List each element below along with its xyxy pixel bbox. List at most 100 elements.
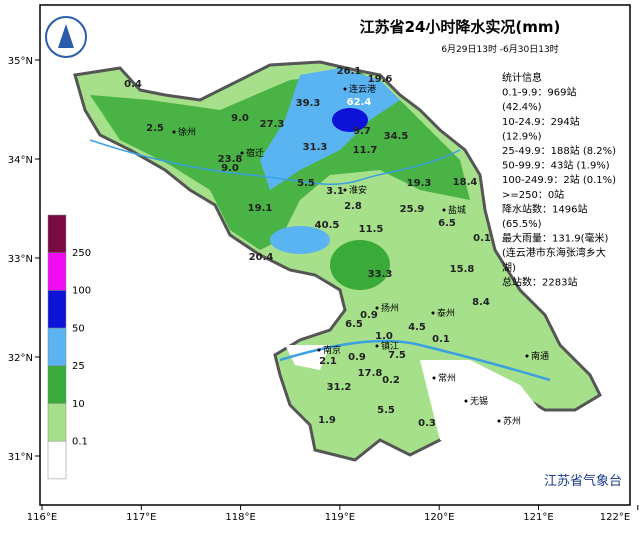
city-dot: [431, 311, 435, 315]
legend-label: 50: [72, 323, 85, 334]
city-dot: [343, 188, 347, 192]
stat-line: >=250：0站: [502, 188, 564, 201]
station-value: 6.5: [345, 319, 363, 330]
station-value: 11.5: [359, 224, 384, 235]
station-value: 0.9: [360, 310, 378, 321]
title: 江苏省24小时降水实况(mm): [360, 18, 561, 36]
station-value: 4.5: [408, 322, 426, 333]
station-value: 0.3: [418, 418, 436, 429]
city-name: 连云港: [349, 83, 376, 95]
lon-label: 118°E: [225, 512, 255, 523]
city-name: 扬州: [381, 302, 399, 314]
legend-swatch: [47, 403, 67, 442]
station-value: 9.7: [353, 126, 371, 137]
city-dot: [525, 354, 529, 358]
lat-label: 31°N: [8, 452, 33, 463]
stat-line: 统计信息: [502, 71, 542, 84]
station-value: 23.8: [218, 154, 243, 165]
city-name: 无锡: [470, 396, 488, 407]
layer: 116°E 117°E 118°E 119°E 120°E 121°E 122°E 35°N 3…: [8, 56, 639, 523]
city-dot: [240, 151, 244, 155]
city-name: 南京: [323, 344, 341, 356]
station-value: 62.4: [347, 97, 372, 108]
legend-swatch: [47, 214, 67, 253]
station-value: 19.3: [407, 178, 432, 189]
lon-label: 117°E: [126, 512, 156, 523]
city-name: 徐州: [178, 126, 196, 138]
lon-label: 122°E: [600, 512, 630, 523]
station-value: 15.8: [450, 264, 475, 275]
station-value: 33.3: [368, 269, 393, 280]
province: [73, 60, 602, 462]
station-value: 0.9: [348, 352, 366, 363]
city-name: 淮安: [349, 184, 367, 196]
station-value: 17.8: [358, 368, 383, 379]
city-dot: [343, 87, 347, 91]
stat-line: (42.4%): [502, 102, 542, 113]
stat-line: (12.9%): [502, 131, 542, 142]
station-value: 9.0: [231, 113, 249, 124]
station-value: 6.5: [438, 218, 456, 229]
station-value: 9.0: [221, 163, 239, 174]
legend-label: 250: [72, 248, 91, 259]
city-dot: [464, 399, 468, 403]
station-value: 39.3: [296, 98, 321, 109]
lon-label: 119°E: [325, 512, 355, 523]
station-value: 34.5: [384, 131, 409, 142]
lon-label: 120°E: [424, 512, 454, 523]
legend-swatch: [47, 365, 67, 404]
station-value: 2.8: [344, 201, 362, 212]
lat-label: 34°N: [8, 155, 33, 166]
station-value: 19.6: [368, 74, 393, 85]
stat-line: 100-249.9：2站 (0.1%): [502, 173, 616, 186]
city-name: 泰州: [437, 307, 455, 319]
station-value: 18.4: [453, 177, 478, 188]
station-value: 2.1: [319, 356, 337, 367]
lat-label: 35°N: [8, 56, 33, 67]
stat-line: 湖): [502, 262, 516, 274]
legend-label: 100: [72, 286, 91, 297]
legend-swatch: [47, 290, 67, 329]
lat-label: 33°N: [8, 254, 33, 265]
logo: [45, 16, 87, 58]
station-value: 3.1: [326, 186, 344, 197]
station-value: 0.2: [382, 375, 400, 386]
city-dot: [442, 208, 446, 212]
city-dot: [432, 376, 436, 380]
station-value: 31.2: [327, 382, 352, 393]
stat-line: 总站数：2283站: [502, 275, 577, 288]
lat-label: 32°N: [8, 353, 33, 364]
station-value: 40.5: [315, 220, 340, 231]
legend-label: 0.1: [72, 437, 88, 448]
legend-label: 25: [72, 361, 85, 372]
city-name: 宿迁: [246, 147, 264, 159]
station-value: 5.5: [297, 178, 315, 189]
station-value: 0.1: [473, 233, 491, 244]
station-value: 20.4: [249, 252, 274, 263]
subtitle: 6月29日13时 -6月30日13时: [441, 43, 558, 55]
legend-swatch: [47, 440, 67, 480]
city-name: 镇江: [381, 340, 399, 352]
station-value: 8.4: [472, 297, 490, 308]
lon-label: 116°E: [27, 512, 57, 523]
station-value: 19.1: [248, 203, 273, 214]
station-value: 1.0: [375, 331, 393, 342]
stat-line: 0.1-9.9：969站: [502, 86, 577, 99]
stat-line: 最大雨量：131.9(毫米): [502, 232, 609, 245]
city-name: 常州: [438, 372, 456, 384]
station-value: 7.5: [388, 350, 406, 361]
stat-line: 25-49.9：188站 (8.2%): [502, 144, 616, 157]
city-dot: [317, 348, 321, 352]
station-value: 31.3: [303, 142, 328, 153]
city-dot: [375, 344, 379, 348]
city-name: 盐城: [448, 204, 466, 216]
stat-line: 10-24.9：294站: [502, 115, 580, 128]
city-name: 苏州: [503, 415, 521, 427]
station-value: 1.9: [318, 415, 336, 426]
station-value: 2.5: [146, 123, 164, 134]
lon-label: 121°E: [523, 512, 553, 523]
city-dot: [375, 306, 379, 310]
stat-line: (连云港市东海张湾乡大: [502, 246, 606, 259]
station-value: 11.7: [353, 145, 378, 156]
footer: 江苏省气象台: [544, 473, 622, 489]
